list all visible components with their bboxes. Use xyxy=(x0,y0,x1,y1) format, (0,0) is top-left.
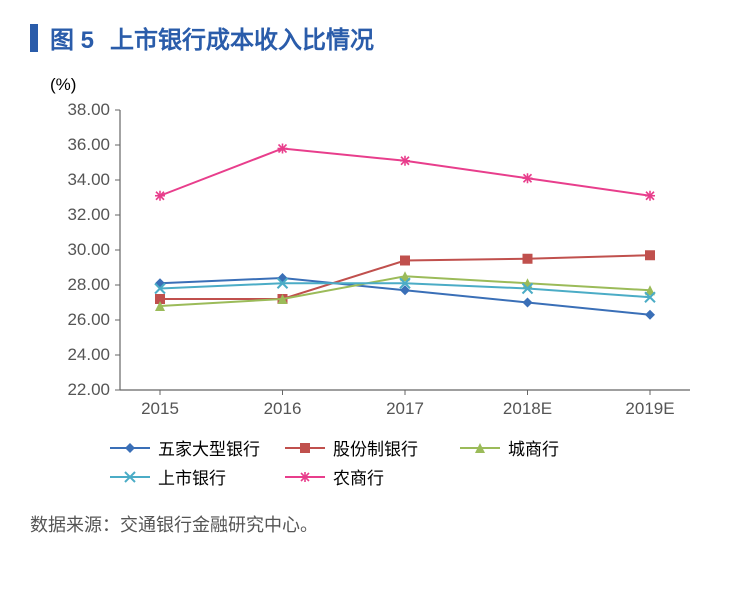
svg-text:2019E: 2019E xyxy=(625,399,674,418)
svg-text:2015: 2015 xyxy=(141,399,179,418)
svg-text:32.00: 32.00 xyxy=(67,205,110,224)
legend-label: 上市银行 xyxy=(158,464,226,489)
svg-text:2017: 2017 xyxy=(386,399,424,418)
figure-number: 图 5 xyxy=(50,20,94,55)
legend-swatch xyxy=(110,441,150,455)
series-农商行 xyxy=(155,144,655,201)
svg-text:2016: 2016 xyxy=(264,399,302,418)
legend-swatch xyxy=(285,470,325,484)
svg-text:30.00: 30.00 xyxy=(67,240,110,259)
legend-swatch xyxy=(110,470,150,484)
svg-text:28.00: 28.00 xyxy=(67,275,110,294)
legend-item: 农商行 xyxy=(285,464,435,489)
legend-item: 上市银行 xyxy=(110,464,260,489)
legend-label: 五家大型银行 xyxy=(158,435,260,460)
legend-item: 股份制银行 xyxy=(285,435,435,460)
svg-text:24.00: 24.00 xyxy=(67,345,110,364)
chart-legend: 五家大型银行 股份制银行 城商行上市银行 农商行 xyxy=(110,435,717,493)
chart-area: (%) 22.00 24.00 26.00 28.00 30.00 32.00 34.00 3… xyxy=(50,75,717,493)
svg-text:36.00: 36.00 xyxy=(67,135,110,154)
line-chart: 22.00 24.00 26.00 28.00 30.00 32.00 34.00 36.00… xyxy=(50,100,700,430)
svg-text:2018E: 2018E xyxy=(503,399,552,418)
legend-swatch xyxy=(285,441,325,455)
figure-title: 上市银行成本收入比情况 xyxy=(110,20,374,55)
legend-label: 农商行 xyxy=(333,464,384,489)
title-accent-bar xyxy=(30,24,38,52)
legend-item: 城商行 xyxy=(460,435,610,460)
svg-text:26.00: 26.00 xyxy=(67,310,110,329)
legend-swatch xyxy=(460,441,500,455)
svg-text:34.00: 34.00 xyxy=(67,170,110,189)
legend-label: 股份制银行 xyxy=(333,435,418,460)
svg-text:22.00: 22.00 xyxy=(67,380,110,399)
svg-text:38.00: 38.00 xyxy=(67,100,110,119)
legend-item: 五家大型银行 xyxy=(110,435,260,460)
legend-label: 城商行 xyxy=(508,435,559,460)
data-source: 数据来源：交通银行金融研究中心。 xyxy=(30,511,717,537)
y-axis-unit: (%) xyxy=(50,75,717,95)
chart-title-row: 图 5 上市银行成本收入比情况 xyxy=(30,20,717,55)
